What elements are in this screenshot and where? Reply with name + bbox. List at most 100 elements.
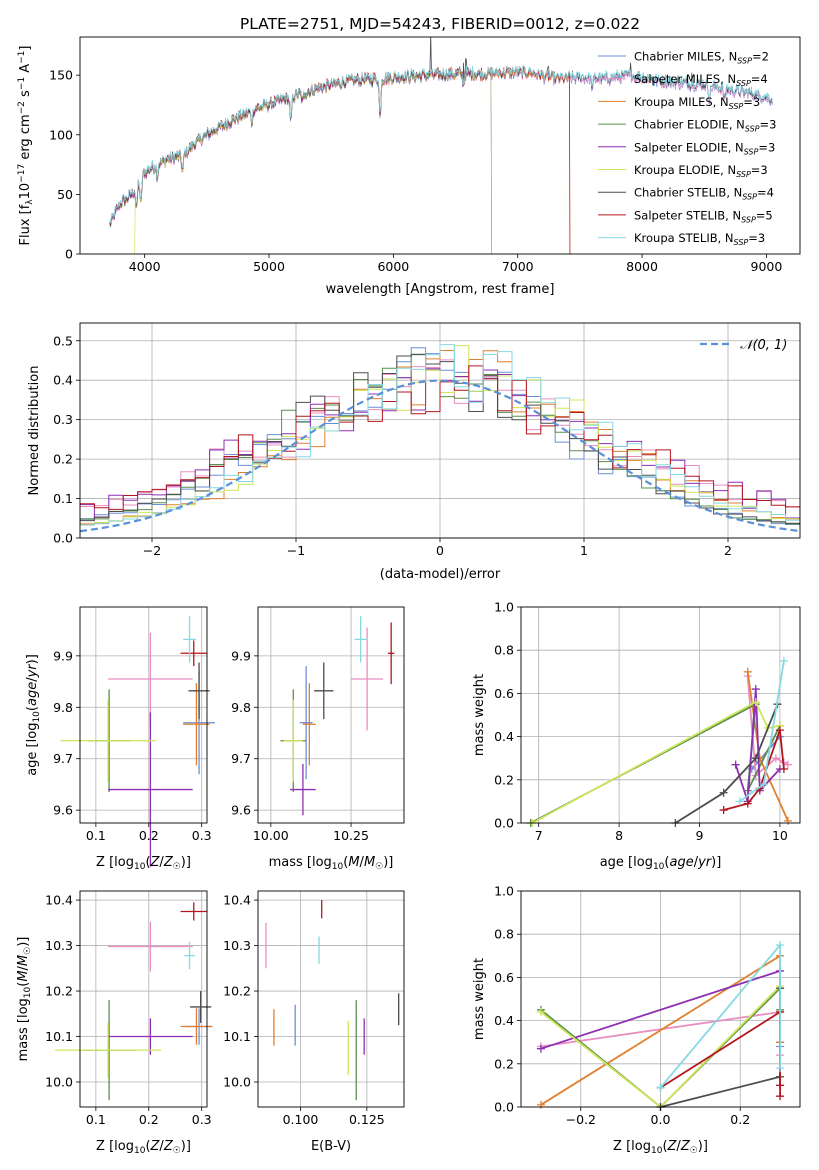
legend-entry: 𝒩(0, 1) [740, 338, 787, 353]
legend-entry: Chabrier STELIB, NSSP=4 [634, 186, 774, 202]
panel-residuals: −2 −1 0 1 2 0.0 0.1 0.2 0.3 0.4 0.5 𝒩(0, 1) (data-mo… [27, 322, 801, 582]
y-tick-label: 9.8 [53, 700, 73, 715]
y-tick-label: 10.1 [45, 1029, 73, 1044]
weight-marker [776, 1081, 785, 1090]
y-tick-label: 9.6 [53, 803, 73, 818]
weight-marker [751, 685, 760, 694]
x-axis-label: E(B-V) [311, 1139, 351, 1154]
axes-frame [79, 606, 208, 824]
panel-age_vs_Z: 0.1 0.2 0.3 9.6 9.7 9.8 9.9 Z [log10(Z/Z☉)] age … [25, 606, 215, 872]
plot-area [526, 657, 792, 827]
x-tick-label: 8000 [626, 259, 658, 274]
weight-marker [783, 816, 792, 825]
x-tick-label: 1 [580, 543, 588, 558]
legend-entry: Chabrier MILES, NSSP=2 [634, 50, 769, 66]
x-tick-label: 10.25 [333, 828, 369, 843]
y-tick-label: 9.7 [231, 751, 251, 766]
y-tick-label: 10.4 [223, 893, 251, 908]
weight-marker [776, 1064, 785, 1073]
weight-marker [536, 1007, 545, 1016]
weight-marker [779, 765, 788, 773]
x-tick-label: 6000 [377, 259, 409, 274]
axes-frame [257, 606, 405, 824]
x-axis-label: (data-model)/error [380, 567, 501, 582]
weight-marker [743, 799, 752, 808]
legend-entry: Salpeter MILES, NSSP=4 [634, 72, 768, 88]
weight-marker [719, 788, 728, 797]
y-axis-label: mass [log10(M/M☉)] [16, 937, 33, 1062]
x-axis-label: wavelength [Angstrom, rest frame] [326, 282, 555, 297]
weight-marker [751, 698, 760, 707]
x-tick-label: 0.3 [192, 1112, 212, 1127]
weight-marker [656, 1083, 665, 1092]
x-tick-label: 0.2 [730, 1112, 750, 1127]
x-tick-label: 0.3 [192, 828, 212, 843]
weight-marker [775, 726, 784, 735]
x-tick-label: −2 [143, 543, 161, 558]
residual-histogram [80, 344, 800, 526]
plot-area [280, 616, 395, 816]
x-tick-label: 0.100 [283, 1112, 319, 1127]
x-tick-label: 0 [436, 543, 444, 558]
y-tick-label: 0.4 [53, 373, 73, 388]
axes-frame [520, 606, 801, 824]
x-tick-label: 0.2 [139, 1112, 159, 1127]
panel-weights_vs_Z: −0.2 0.0 0.2 0.0 0.2 0.4 0.6 0.8 1.0 Z [log10(Z/Z… [472, 884, 801, 1156]
panel-mass_vs_Z: 0.1 0.2 0.3 10.0 10.1 10.2 10.3 10.4 Z [log10(Z/… [16, 890, 213, 1156]
x-tick-label: 7 [535, 828, 543, 843]
y-tick-label: 10.3 [45, 938, 73, 953]
x-tick-label: 2 [724, 543, 732, 558]
y-tick-label: 0.3 [53, 412, 73, 427]
y-tick-label: 0.0 [494, 1100, 514, 1115]
x-tick-label: −0.2 [566, 1112, 596, 1127]
panel-spectrum: 4000 5000 6000 7000 8000 9000 0 50 100 150 Chabrie… [17, 36, 801, 297]
y-tick-label: 10.0 [45, 1074, 73, 1089]
x-axis-label: age [log10(age/yr)] [600, 855, 722, 872]
axes-frame [79, 890, 208, 1108]
panel-mass_vs_EBV: 0.100 0.125 10.0 10.1 10.2 10.3 10.4 E(B-V) [223, 890, 405, 1154]
spectrum-line [109, 64, 773, 224]
panel-age_vs_mass: 10.00 10.25 9.6 9.7 9.8 9.9 mass [log10(M/M☉)] [231, 606, 405, 872]
x-tick-label: 4000 [129, 259, 161, 274]
weight-marker [536, 1044, 545, 1053]
weight-marker [776, 941, 785, 949]
y-tick-label: 0.1 [53, 491, 73, 506]
y-tick-label: 9.9 [53, 648, 73, 663]
y-tick-label: 1.0 [494, 884, 514, 899]
y-tick-label: 10.2 [45, 984, 73, 999]
x-tick-label: 5000 [253, 259, 285, 274]
x-tick-label: 0.125 [349, 1112, 385, 1127]
plot-area [55, 902, 213, 1101]
x-tick-label: 10 [772, 828, 788, 843]
x-tick-label: 8 [615, 828, 623, 843]
x-tick-label: 9000 [751, 259, 783, 274]
axes-frame [257, 890, 405, 1108]
y-tick-label: 100 [49, 127, 73, 142]
legend: Chabrier MILES, NSSP=2 Salpeter MILES, NS… [598, 50, 776, 247]
weight-marker [731, 760, 740, 769]
weight-marker [779, 657, 788, 665]
figure-title: PLATE=2751, MJD=54243, FIBERID=0012, z=0… [240, 15, 640, 33]
x-tick-label: 10.00 [253, 828, 289, 843]
y-tick-label: 0.8 [494, 927, 514, 942]
legend-entry: Chabrier ELODIE, NSSP=3 [634, 118, 776, 134]
y-tick-label: 10.0 [223, 1074, 251, 1089]
x-tick-label: 7000 [502, 259, 534, 274]
x-tick-label: 0.0 [651, 1112, 671, 1127]
legend-entry: Salpeter STELIB, NSSP=5 [634, 208, 773, 224]
legend-entry: Kroupa MILES, NSSP=3 [634, 95, 760, 111]
y-tick-label: 0.2 [494, 1056, 514, 1071]
y-tick-label: 9.7 [53, 751, 73, 766]
weight-line [660, 1010, 781, 1097]
x-tick-label: 9 [696, 828, 704, 843]
weight-marker [719, 806, 728, 815]
weight-marker [743, 667, 752, 676]
y-tick-label: 0.6 [494, 686, 514, 701]
y-tick-label: 10.1 [223, 1029, 251, 1044]
x-tick-label: 0.1 [86, 828, 106, 843]
x-axis-label: Z [log10(Z/Z☉)] [96, 855, 191, 872]
y-tick-label: 0.8 [494, 643, 514, 658]
y-tick-label: 10.2 [223, 984, 251, 999]
y-tick-label: 1.0 [494, 600, 514, 615]
